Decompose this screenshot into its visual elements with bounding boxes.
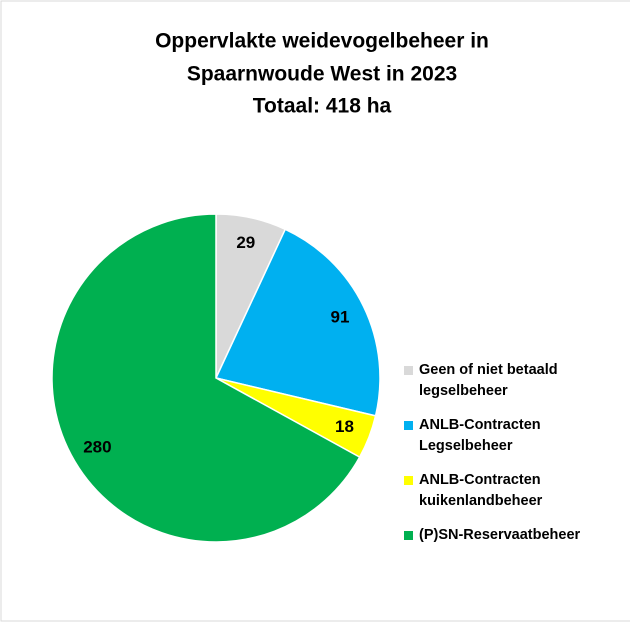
legend-swatch [404,366,413,375]
chart-title: Spaarnwoude West in 2023 [187,63,457,86]
data-label: 91 [331,307,350,326]
legend-swatch [404,476,413,485]
legend-label: ANLB-Contracten Legselbeheer [419,417,541,454]
legend-label: (P)SN-Reservaatbeheer [419,527,581,543]
legend-swatch [404,421,413,430]
data-label: 18 [335,417,354,436]
legend-item: ANLB-Contracten kuikenlandbeheer [404,470,626,512]
pie-slice [51,213,361,543]
legend-item: ANLB-Contracten Legselbeheer [404,415,626,457]
legend-item: Geen of niet betaald legselbeheer [404,360,626,402]
chart-title: Totaal: 418 ha [253,95,392,118]
data-label: 280 [83,438,111,457]
legend-label: ANLB-Contracten kuikenlandbeheer [419,472,543,509]
pie-slice [214,228,381,417]
data-label: 29 [236,233,255,252]
chart-title: Oppervlakte weidevogelbeheer in [155,30,489,53]
legend-label: Geen of niet betaald legselbeheer [419,362,558,399]
legend-item: (P)SN-Reservaatbeheer [404,525,626,546]
legend-swatch [404,531,413,540]
legend: Geen of niet betaald legselbeheer ANLB-Co… [404,360,626,559]
